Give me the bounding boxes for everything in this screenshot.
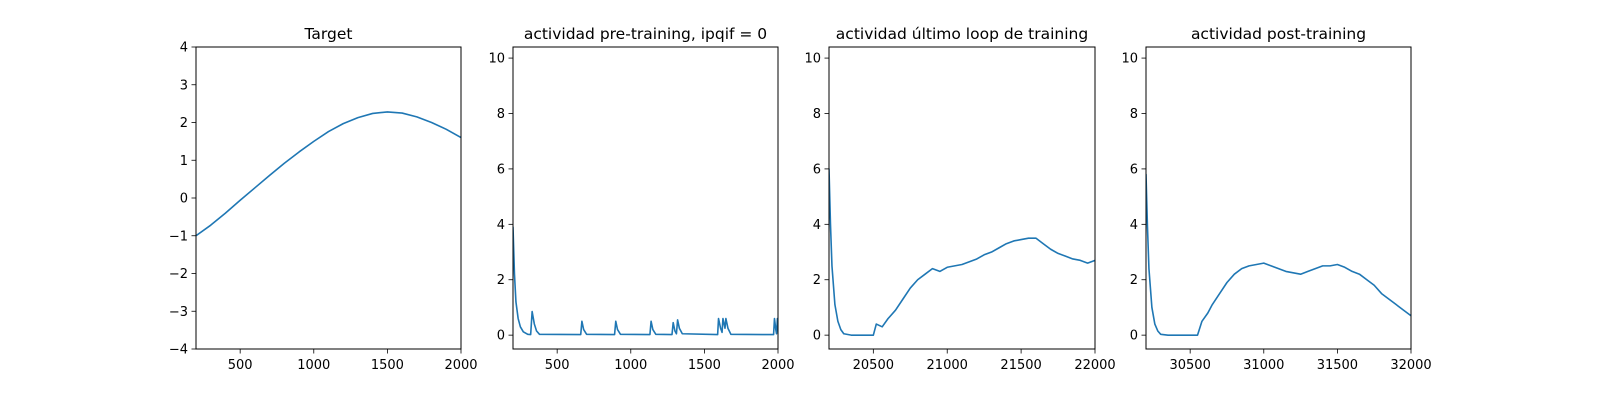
subplot-3: 20500 21000 21500 22000 0 2 4 6 8 10 actividad últ…	[804, 25, 1115, 373]
y-tick-label: 4	[497, 218, 505, 233]
series-line-1	[513, 226, 778, 336]
series-line-1	[1146, 173, 1411, 336]
y-tick-label: −3	[169, 305, 188, 320]
y-tick-label: 8	[813, 107, 821, 122]
x-tick-label: 500	[228, 358, 253, 373]
y-tick-label: 2	[813, 273, 821, 288]
x-tick-label: 500	[545, 358, 570, 373]
x-tick-label: 1500	[371, 358, 404, 373]
chart-title: actividad último loop de training	[836, 25, 1088, 43]
subplot-2: 500 1000 1500 2000 0 2 4 6 8 10 actividad pre-trai…	[488, 25, 794, 373]
y-tick-label: 3	[180, 78, 188, 93]
y-tick-label: 1	[180, 154, 188, 169]
axes-frame	[828, 46, 1096, 350]
y-tick-label: 4	[1130, 218, 1138, 233]
subplot-1: 500 1000 1500 2000 −4 −3 −2 −1 0 1 2 3 4 Target	[169, 25, 478, 373]
axes-frame	[195, 46, 462, 350]
y-tick-label: 2	[180, 116, 188, 131]
x-tick-label: 21000	[927, 358, 968, 373]
series-line-1	[196, 111, 461, 237]
y-tick-label: 8	[497, 107, 505, 122]
chart-title: actividad pre-training, ipqif = 0	[524, 25, 767, 43]
y-tick-label: 4	[813, 218, 821, 233]
y-tick-label: 0	[1130, 329, 1138, 344]
y-tick-label: 2	[1130, 273, 1138, 288]
y-tick-label: −1	[169, 229, 188, 244]
x-tick-label: 2000	[761, 358, 794, 373]
x-tick-label: 22000	[1074, 358, 1115, 373]
y-tick-label: 6	[497, 162, 505, 177]
x-tick-label: 1500	[688, 358, 721, 373]
x-tick-label: 1000	[297, 358, 330, 373]
series-line-1	[829, 168, 1095, 336]
y-tick-label: 4	[180, 41, 188, 56]
chart-title: actividad post-training	[1191, 25, 1366, 43]
chart-title: Target	[304, 25, 353, 43]
y-tick-label: 10	[804, 52, 821, 67]
subplot-4: 30500 31000 31500 32000 0 2 4 6 8 10 actividad pos…	[1121, 25, 1431, 373]
x-tick-label: 31500	[1317, 358, 1358, 373]
y-tick-label: 10	[488, 52, 505, 67]
x-tick-label: 20500	[853, 358, 894, 373]
y-tick-label: 0	[813, 329, 821, 344]
y-tick-label: 10	[1121, 52, 1138, 67]
y-tick-label: 6	[813, 162, 821, 177]
x-tick-label: 2000	[444, 358, 477, 373]
y-tick-label: 8	[1130, 107, 1138, 122]
y-tick-label: 2	[497, 273, 505, 288]
y-tick-label: −2	[169, 267, 188, 282]
y-tick-label: 0	[497, 329, 505, 344]
y-tick-label: −4	[169, 343, 188, 358]
x-tick-label: 30500	[1169, 358, 1210, 373]
x-tick-label: 1000	[614, 358, 647, 373]
y-tick-label: 0	[180, 192, 188, 207]
axes-frame	[512, 46, 779, 350]
axes-frame	[1145, 46, 1412, 350]
x-tick-label: 32000	[1390, 358, 1431, 373]
y-tick-label: 6	[1130, 162, 1138, 177]
x-tick-label: 21500	[1000, 358, 1041, 373]
x-tick-label: 31000	[1243, 358, 1284, 373]
